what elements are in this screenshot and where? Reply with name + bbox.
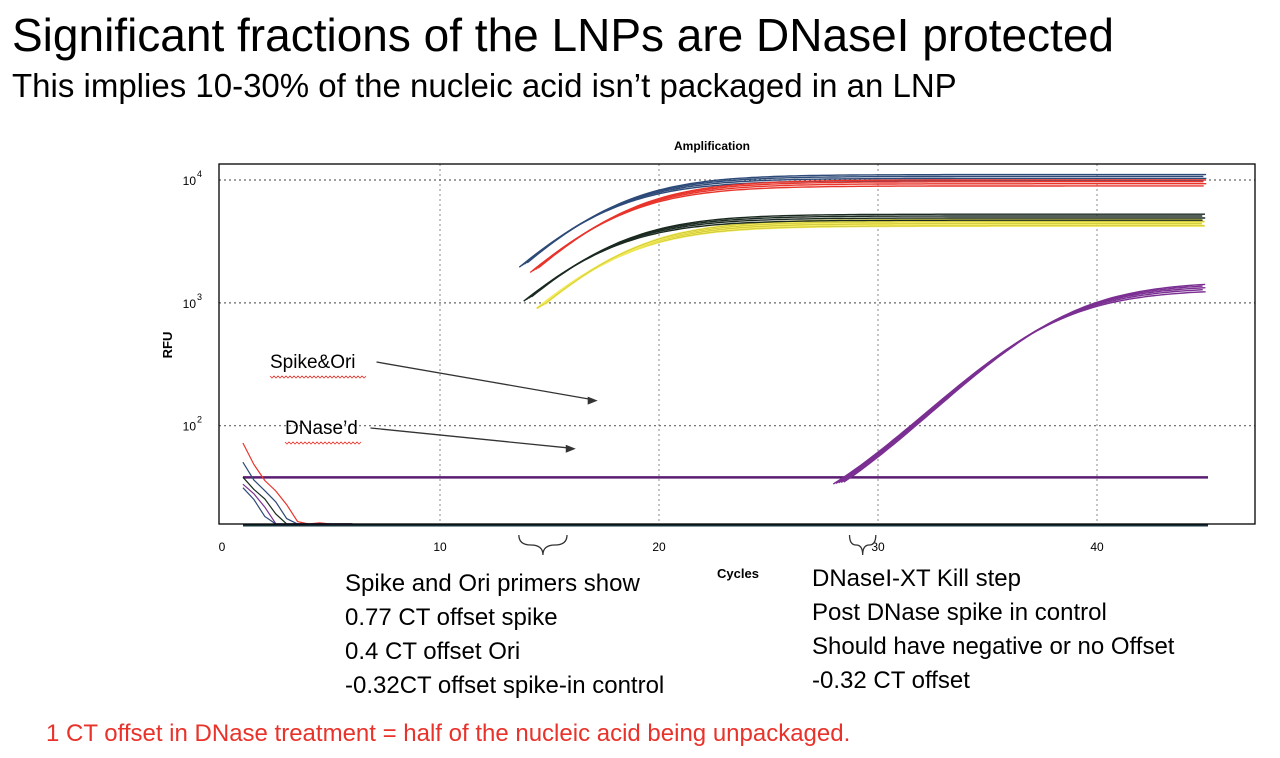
annotations: Spike&Ori DNase’d: [269, 352, 598, 453]
slide-subtitle: This implies 10-30% of the nucleic acid …: [12, 67, 957, 104]
spellcheck-underline: [284, 441, 362, 445]
amplification-curve: [832, 291, 1206, 485]
y-tick-label: 10: [183, 420, 197, 434]
amplification-curve: [532, 183, 1207, 272]
amplification-curve: [840, 285, 1203, 483]
amplification-curve-outline: [544, 219, 1202, 305]
baseline-noise: [242, 442, 353, 525]
amplification-curve: [843, 283, 1206, 483]
right-notes: DNaseI-XT Kill step Post DNase spike in …: [812, 562, 1174, 698]
left-note-line: 0.77 CT offset spike: [345, 604, 558, 631]
y-tick-exponent: 2: [197, 415, 202, 425]
amplification-curve: [531, 213, 1205, 298]
baseline-noise: [242, 483, 353, 525]
amplification-curve: [537, 179, 1207, 269]
amplification-curve: [835, 289, 1203, 484]
right-note-line: DNaseI-XT Kill step: [812, 565, 1021, 592]
right-note-line: Should have negative or no Offset: [812, 633, 1175, 660]
right-note-line: -0.32 CT offset: [812, 667, 970, 694]
x-tick-label: 0: [219, 540, 226, 554]
slide-title: Significant fractions of the LNPs are DN…: [12, 9, 1115, 61]
annotation-label: DNase’d: [285, 418, 358, 439]
cycle-braces: [518, 534, 877, 556]
x-tick-label: 30: [871, 540, 885, 554]
x-axis-label: Cycles: [717, 566, 759, 581]
y-tick-label: 10: [183, 297, 197, 311]
amplification-curve: [529, 185, 1204, 274]
amplification-curves: [242, 173, 1207, 525]
cycle-brace: [848, 534, 877, 556]
left-notes: Spike and Ori primers show 0.77 CT offse…: [345, 567, 664, 703]
y-tick-label: 10: [183, 174, 197, 188]
left-note-line: 0.4 CT offset Ori: [345, 638, 521, 665]
chart-title: Amplification: [674, 139, 750, 153]
footer-note: 1 CT offset in DNase treatment = half of…: [46, 720, 851, 747]
spellcheck-underline: [269, 375, 367, 379]
x-tick-label: 40: [1090, 540, 1104, 554]
x-tick-label: 10: [433, 540, 447, 554]
amplification-curve: [838, 287, 1206, 484]
amplification-curve: [528, 215, 1203, 299]
amplification-curve: [525, 217, 1206, 301]
cycle-brace: [518, 534, 568, 556]
annotation-arrow: [370, 427, 570, 449]
amplification-curve: [521, 177, 1207, 267]
amplification-curve: [526, 173, 1207, 264]
annotation-label: Spike&Ori: [270, 352, 356, 373]
left-note-line: -0.32CT offset spike-in control: [345, 672, 665, 699]
left-note-line: Spike and Ori primers show: [345, 570, 640, 597]
baseline-noise: [242, 487, 353, 525]
amplification-curve: [523, 219, 1203, 302]
amplification-curve: [544, 218, 1202, 306]
y-tick-exponent: 3: [197, 292, 202, 302]
annotation-arrowhead: [587, 396, 598, 405]
y-tick-exponent: 4: [197, 169, 202, 179]
plot-frame: [218, 163, 1256, 525]
annotation-arrowhead: [565, 444, 576, 453]
y-axis-label: RFU: [160, 332, 175, 359]
annotation-arrow: [376, 361, 592, 401]
right-note-line: Post DNase spike in control: [812, 599, 1107, 626]
x-tick-label: 20: [652, 540, 666, 554]
threshold-lines: [243, 476, 1208, 527]
amplification-curve-outline: [536, 225, 1205, 309]
